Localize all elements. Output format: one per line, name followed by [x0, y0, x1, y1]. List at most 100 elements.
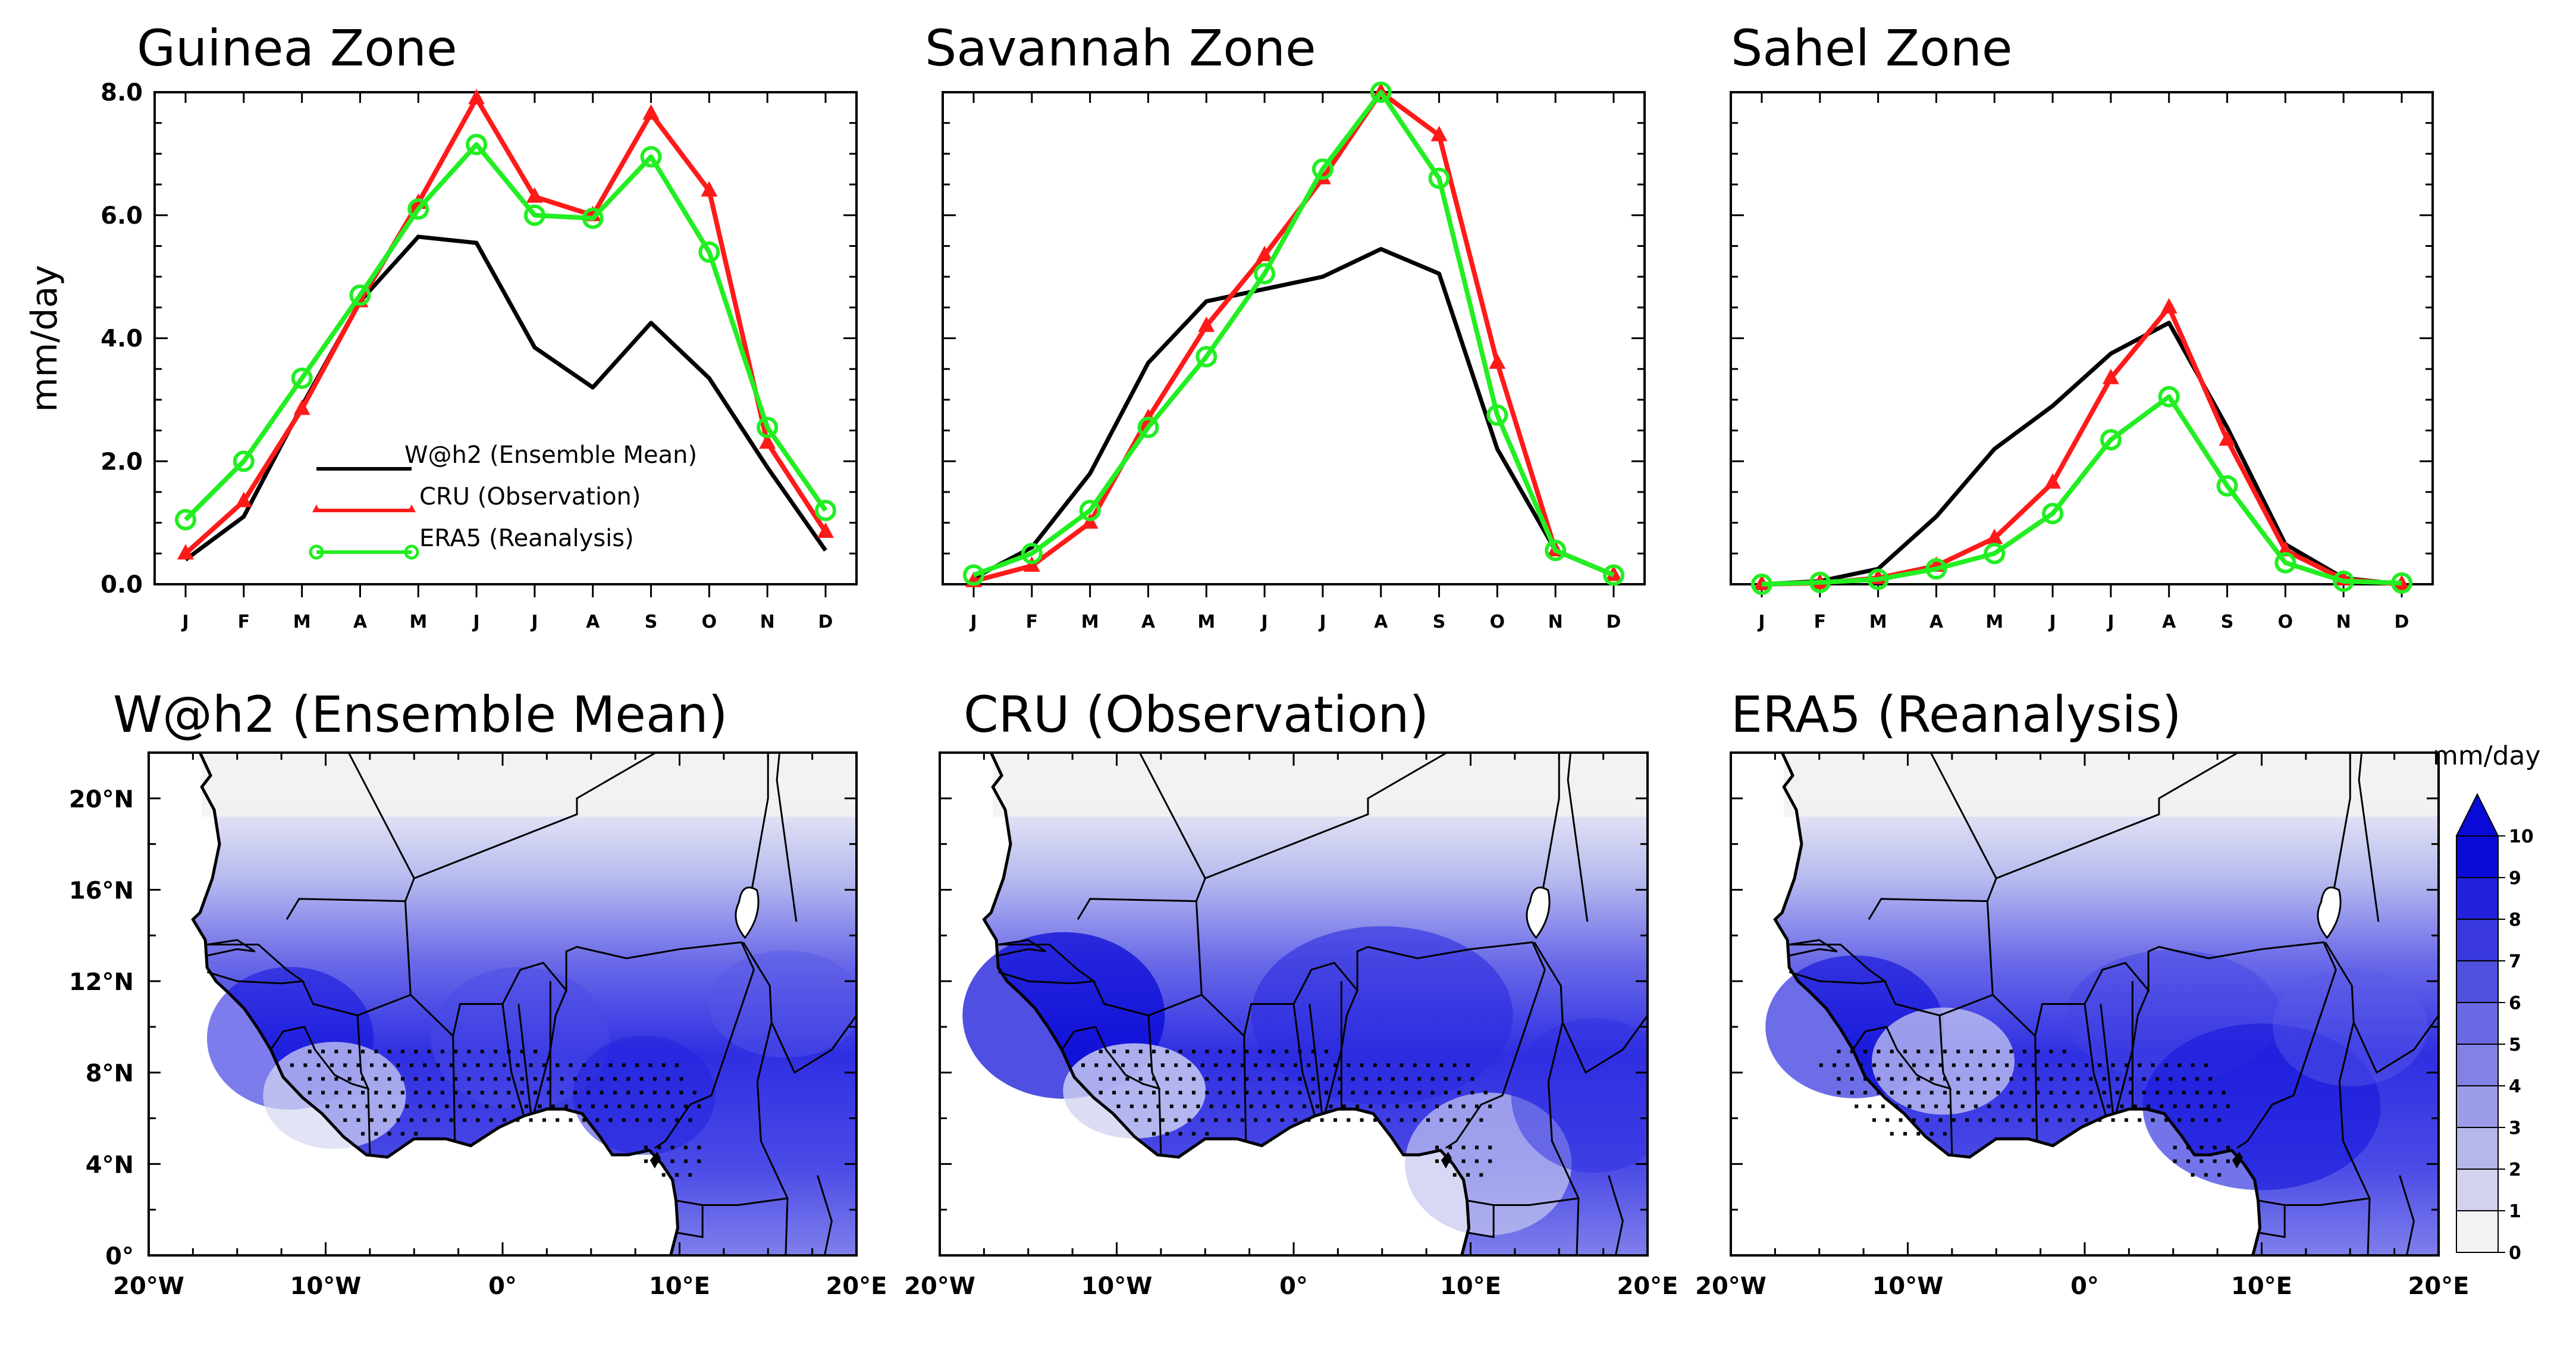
country-border [2338, 1022, 2371, 1255]
significance-dot [1956, 1050, 1960, 1054]
data-point-era5 [1603, 564, 1624, 586]
country-border [1243, 1036, 1247, 1141]
significance-dot [1356, 1104, 1360, 1108]
significance-dot [387, 1050, 391, 1054]
significance-dot [1907, 1104, 1912, 1108]
significance-dot [1903, 1077, 1907, 1081]
significance-dot [1191, 1091, 1196, 1095]
x-tick-label: J [2106, 612, 2114, 632]
data-point-era5 [1809, 571, 1831, 593]
lat-tick-label: 16°N [69, 877, 134, 904]
colorbar-label: 10 [2509, 826, 2534, 847]
significance-dot [1129, 1104, 1134, 1108]
data-point-era5 [640, 146, 662, 168]
significance-dot [330, 1063, 334, 1067]
data-point-era5 [1370, 82, 1392, 103]
significance-dot [352, 1104, 356, 1108]
significance-dot [525, 1104, 529, 1108]
significance-dot [1877, 1091, 1881, 1095]
data-point-cru [1256, 245, 1273, 261]
data-point-era5 [349, 284, 371, 306]
significance-dot [308, 1091, 312, 1095]
significance-dot [1417, 1091, 1422, 1095]
significance-dot [2022, 1050, 2026, 1054]
significance-dot [454, 1077, 458, 1081]
significance-dot [697, 1145, 701, 1149]
significance-dot [1231, 1050, 1235, 1054]
significance-dot [2049, 1050, 2053, 1054]
significance-dot [1444, 1077, 1448, 1081]
significance-dot [1351, 1091, 1355, 1095]
country-border [452, 1036, 456, 1141]
significance-dot [1400, 1118, 1404, 1122]
significance-dot [1956, 1077, 1960, 1081]
significance-dot [2071, 1118, 2075, 1122]
significance-dot [361, 1091, 365, 1095]
significance-dot [1285, 1050, 1289, 1054]
significance-dot [1457, 1077, 1461, 1081]
significance-dot [1479, 1173, 1483, 1177]
significance-dot [2062, 1091, 2066, 1095]
significance-dot [308, 1077, 312, 1081]
country-border [996, 939, 1047, 957]
data-point-cru [2219, 430, 2236, 446]
significance-dot [1147, 1118, 1151, 1122]
significance-dot [644, 1145, 648, 1149]
significance-dot [1311, 1050, 1315, 1054]
significance-dot [670, 1104, 674, 1108]
significance-dot [400, 1077, 404, 1081]
country-border [1986, 901, 2337, 1038]
significance-dot [1227, 1118, 1231, 1122]
x-tick-label: J [1318, 612, 1326, 632]
significance-dot [1209, 1104, 1213, 1108]
significance-dot [2138, 1118, 2142, 1122]
significance-dot [1240, 1118, 1244, 1122]
x-tick-label: J [181, 612, 189, 632]
country-border [756, 1022, 789, 1255]
significance-dot [670, 1159, 674, 1163]
x-tick-label: M [409, 612, 427, 632]
significance-dot [1258, 1077, 1262, 1081]
significance-dot [511, 1104, 515, 1108]
significance-dot [489, 1118, 493, 1122]
significance-dot [2049, 1091, 2053, 1095]
data-point-cru [759, 433, 776, 449]
data-point-cru [2044, 473, 2062, 489]
significance-dot [1474, 1145, 1479, 1149]
significance-dot [1183, 1104, 1187, 1108]
significance-dot [683, 1104, 688, 1108]
significance-dot [449, 1118, 453, 1122]
significance-dot [1470, 1091, 1474, 1095]
significance-dot [1285, 1091, 1289, 1095]
country-border [1445, 969, 1546, 1149]
significance-dot [1386, 1063, 1391, 1067]
significance-dot [2129, 1091, 2133, 1095]
significance-dot [1200, 1118, 1204, 1122]
significance-dot [1289, 1104, 1293, 1108]
significance-dot [2049, 1077, 2053, 1081]
data-point-era5 [1486, 404, 1508, 426]
significance-dot [1125, 1050, 1129, 1054]
significance-dot [1276, 1104, 1280, 1108]
significance-dot [414, 1132, 418, 1136]
significance-dot [414, 1050, 418, 1054]
significance-dot [538, 1104, 542, 1108]
significance-dot [1382, 1104, 1386, 1108]
coastline [1773, 753, 2262, 1255]
x-tick-label: S [645, 612, 658, 632]
significance-dot [369, 1063, 374, 1067]
precip-patch [1063, 1043, 1206, 1139]
legend-label-whh2: W@h2 (Ensemble Mean) [404, 441, 697, 469]
significance-dot [2142, 1091, 2146, 1095]
data-point-era5 [1867, 568, 1889, 590]
x-tick-label: S [2221, 612, 2234, 632]
significance-dot [1916, 1132, 1921, 1136]
significance-dot [564, 1104, 569, 1108]
colorbar-label: 3 [2509, 1118, 2521, 1139]
significance-dot [520, 1077, 524, 1081]
series-line-era5 [972, 90, 1615, 578]
y-axis-label: mm/day [24, 265, 65, 412]
x-tick-label: J [2048, 612, 2056, 632]
significance-dot [1249, 1104, 1253, 1108]
significance-dot [2085, 1063, 2088, 1067]
